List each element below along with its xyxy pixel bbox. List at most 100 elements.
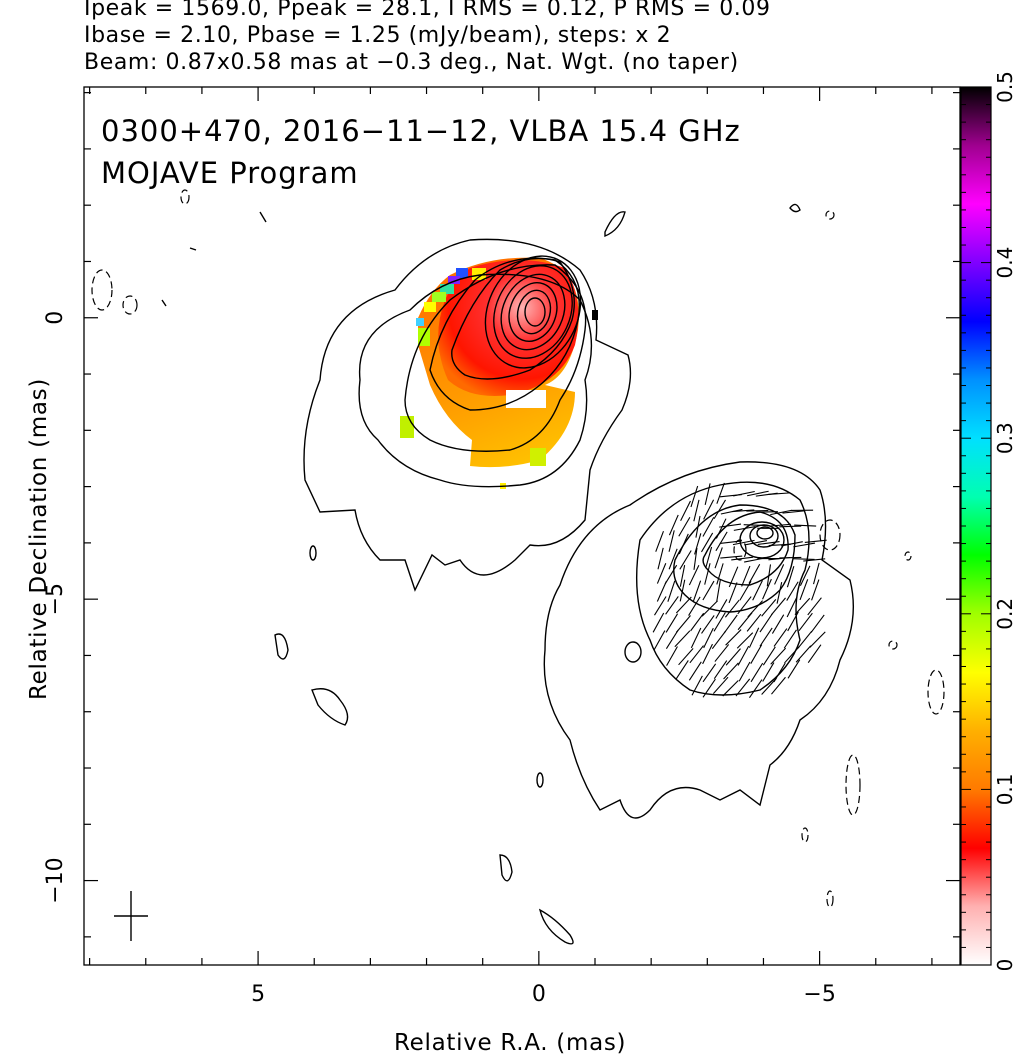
plot-frame: [83, 86, 961, 966]
evpa-tick: [705, 546, 713, 569]
evpa-tick: [719, 523, 742, 528]
evpa-tick: [666, 646, 678, 666]
evpa-tick: [690, 627, 702, 649]
evpa-tick: [770, 647, 787, 665]
negative-contours: [91, 189, 945, 908]
evpa-tick: [712, 676, 729, 694]
evpa-tick: [714, 644, 730, 662]
evpa-tick: [691, 675, 703, 696]
evpa-tick: [797, 630, 813, 649]
evpa-tick: [793, 542, 816, 548]
evpa-tick: [728, 566, 739, 588]
evpa-tick: [776, 582, 783, 604]
evpa-tick: [771, 597, 786, 616]
map-title: 0300+470, 2016−11−12, VLBA 15.4 GHz: [101, 114, 741, 148]
evpa-tick: [799, 565, 811, 586]
evpa-tick: [732, 539, 755, 546]
colorbar-tick-label: 0.4: [993, 247, 1017, 279]
evpa-tick: [715, 518, 727, 539]
evpa-tick: [794, 524, 817, 527]
evpa-tick: [773, 628, 788, 647]
evpa-tick: [679, 565, 686, 587]
evpa-tick: [653, 630, 666, 651]
evpa-tick: [809, 631, 826, 648]
colorbar-tick-label: 0.1: [993, 773, 1017, 805]
evpa-tick: [810, 614, 825, 633]
evpa-tick: [678, 647, 694, 666]
evpa-tick: [781, 541, 803, 547]
evpa-tick: [731, 556, 754, 561]
evpa-tick: [668, 530, 675, 552]
colorbar-tick-label: 0: [993, 959, 1017, 972]
evpa-tick: [733, 490, 755, 497]
evpa-tick: [745, 540, 768, 546]
evpa-tick: [768, 523, 791, 527]
evpa-tick: [782, 510, 805, 514]
evpa-tick: [702, 580, 715, 601]
evpa-tick: [799, 579, 809, 601]
evpa-tick: [680, 500, 691, 521]
x-tick-label: −5: [803, 982, 835, 1007]
evpa-tick: [713, 660, 728, 679]
evpa-tick: [737, 596, 752, 615]
evpa-tick: [693, 499, 700, 522]
evpa-tick: [786, 581, 799, 601]
evpa-tick: [752, 580, 763, 601]
evpa-tick: [804, 539, 827, 543]
evpa-tick: [761, 677, 777, 695]
evpa-tick: [728, 582, 738, 604]
evpa-tick: [715, 599, 728, 619]
colorbar-tick-label: 0.5: [993, 71, 1017, 103]
colorbar-tick-label: 0.2: [993, 598, 1017, 630]
evpa-tick: [675, 615, 691, 633]
evpa-tick: [738, 661, 751, 682]
evpa-tick: [748, 627, 760, 648]
evpa-tick: [736, 632, 754, 649]
x-axis-label: Relative R.A. (mas): [394, 1030, 627, 1056]
polarization-image: [400, 257, 598, 489]
evpa-tick: [655, 530, 664, 552]
evpa-tick: [761, 599, 777, 617]
evpa-tick: [690, 485, 699, 508]
y-tick-label: −5: [43, 583, 68, 615]
evpa-tick: [702, 517, 715, 537]
evpa-tick: [715, 531, 728, 552]
evpa-tick: [807, 597, 822, 616]
evpa-tick: [725, 648, 741, 666]
evpa-tick: [768, 492, 791, 496]
evpa-tick: [786, 566, 795, 588]
evpa-tick: [702, 678, 716, 698]
x-tick-label: 0: [532, 982, 546, 1007]
evpa-tick: [720, 555, 743, 559]
evpa-tick: [703, 627, 714, 649]
evpa-tick: [737, 645, 750, 666]
evpa-tick: [787, 611, 799, 632]
evpa-tick: [794, 597, 811, 615]
tick-labels: 5 0 −5 0 −5 −10: [43, 311, 836, 1007]
evpa-tick: [668, 548, 678, 570]
axis-ticks: [84, 87, 960, 965]
evpa-tick: [688, 564, 700, 586]
evpa-tick: [723, 662, 739, 680]
evpa-tick: [701, 600, 719, 617]
evpa-tick: [678, 533, 689, 555]
colorbar-tick-label: 0.3: [993, 422, 1017, 454]
evpa-tick: [690, 612, 705, 632]
evpa-tick: [747, 490, 769, 497]
beam-line: Beam: 0.87x0.58 mas at −0.3 deg., Nat. W…: [84, 50, 739, 75]
evpa-tick: [771, 676, 786, 695]
evpa-tick: [813, 562, 820, 585]
evpa-tick: [757, 540, 780, 546]
evpa-tick: [701, 532, 714, 553]
evpa-tick: [746, 509, 769, 512]
evpa-tick: [722, 680, 739, 697]
evpa-tick: [779, 525, 802, 528]
evpa-tick: [701, 615, 715, 634]
evpa-tick: [675, 596, 692, 614]
evpa-tick: [784, 646, 800, 664]
evpa-tick: [798, 612, 813, 632]
evpa-tick: [689, 645, 704, 664]
evpa-tick: [693, 547, 698, 570]
y-tick-label: 0: [43, 311, 68, 325]
evpa-tick: [704, 483, 711, 505]
